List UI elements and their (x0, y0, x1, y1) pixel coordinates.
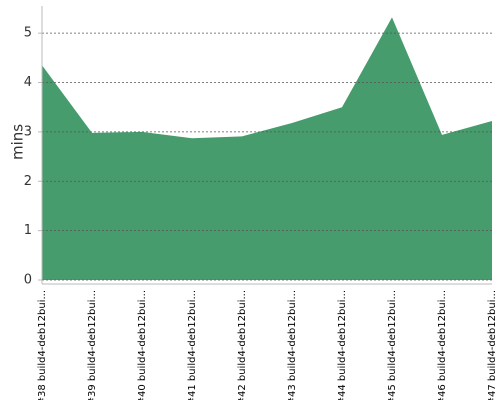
area (42, 17, 492, 281)
y-tick-label: 2 (24, 174, 32, 189)
y-axis-label: mins (9, 124, 27, 160)
x-tick-label: #47 build4-deb12bui... (487, 290, 498, 400)
x-tick-label: #42 build4-deb12bui... (237, 290, 248, 400)
x-tick-label: #40 build4-deb12bui... (137, 290, 148, 400)
y-tick-label: 5 (24, 26, 32, 41)
x-tick-label: #43 build4-deb12bui... (287, 290, 298, 400)
x-tick-label: #46 build4-deb12bui... (437, 290, 448, 400)
x-tick-label: #45 build4-deb12bui... (387, 290, 398, 400)
x-tick-label: #41 build4-deb12bui... (187, 290, 198, 400)
y-tick-label: 3 (24, 124, 32, 139)
y-tick-label: 0 (24, 273, 32, 288)
x-tick-label: #39 build4-deb12bui... (87, 290, 98, 400)
x-tick-label: #44 build4-deb12bui... (337, 290, 348, 400)
y-tick-label: 4 (24, 75, 32, 90)
x-tick-label: #38 build4-deb12bui... (37, 290, 48, 400)
y-tick-label: 1 (24, 223, 32, 238)
